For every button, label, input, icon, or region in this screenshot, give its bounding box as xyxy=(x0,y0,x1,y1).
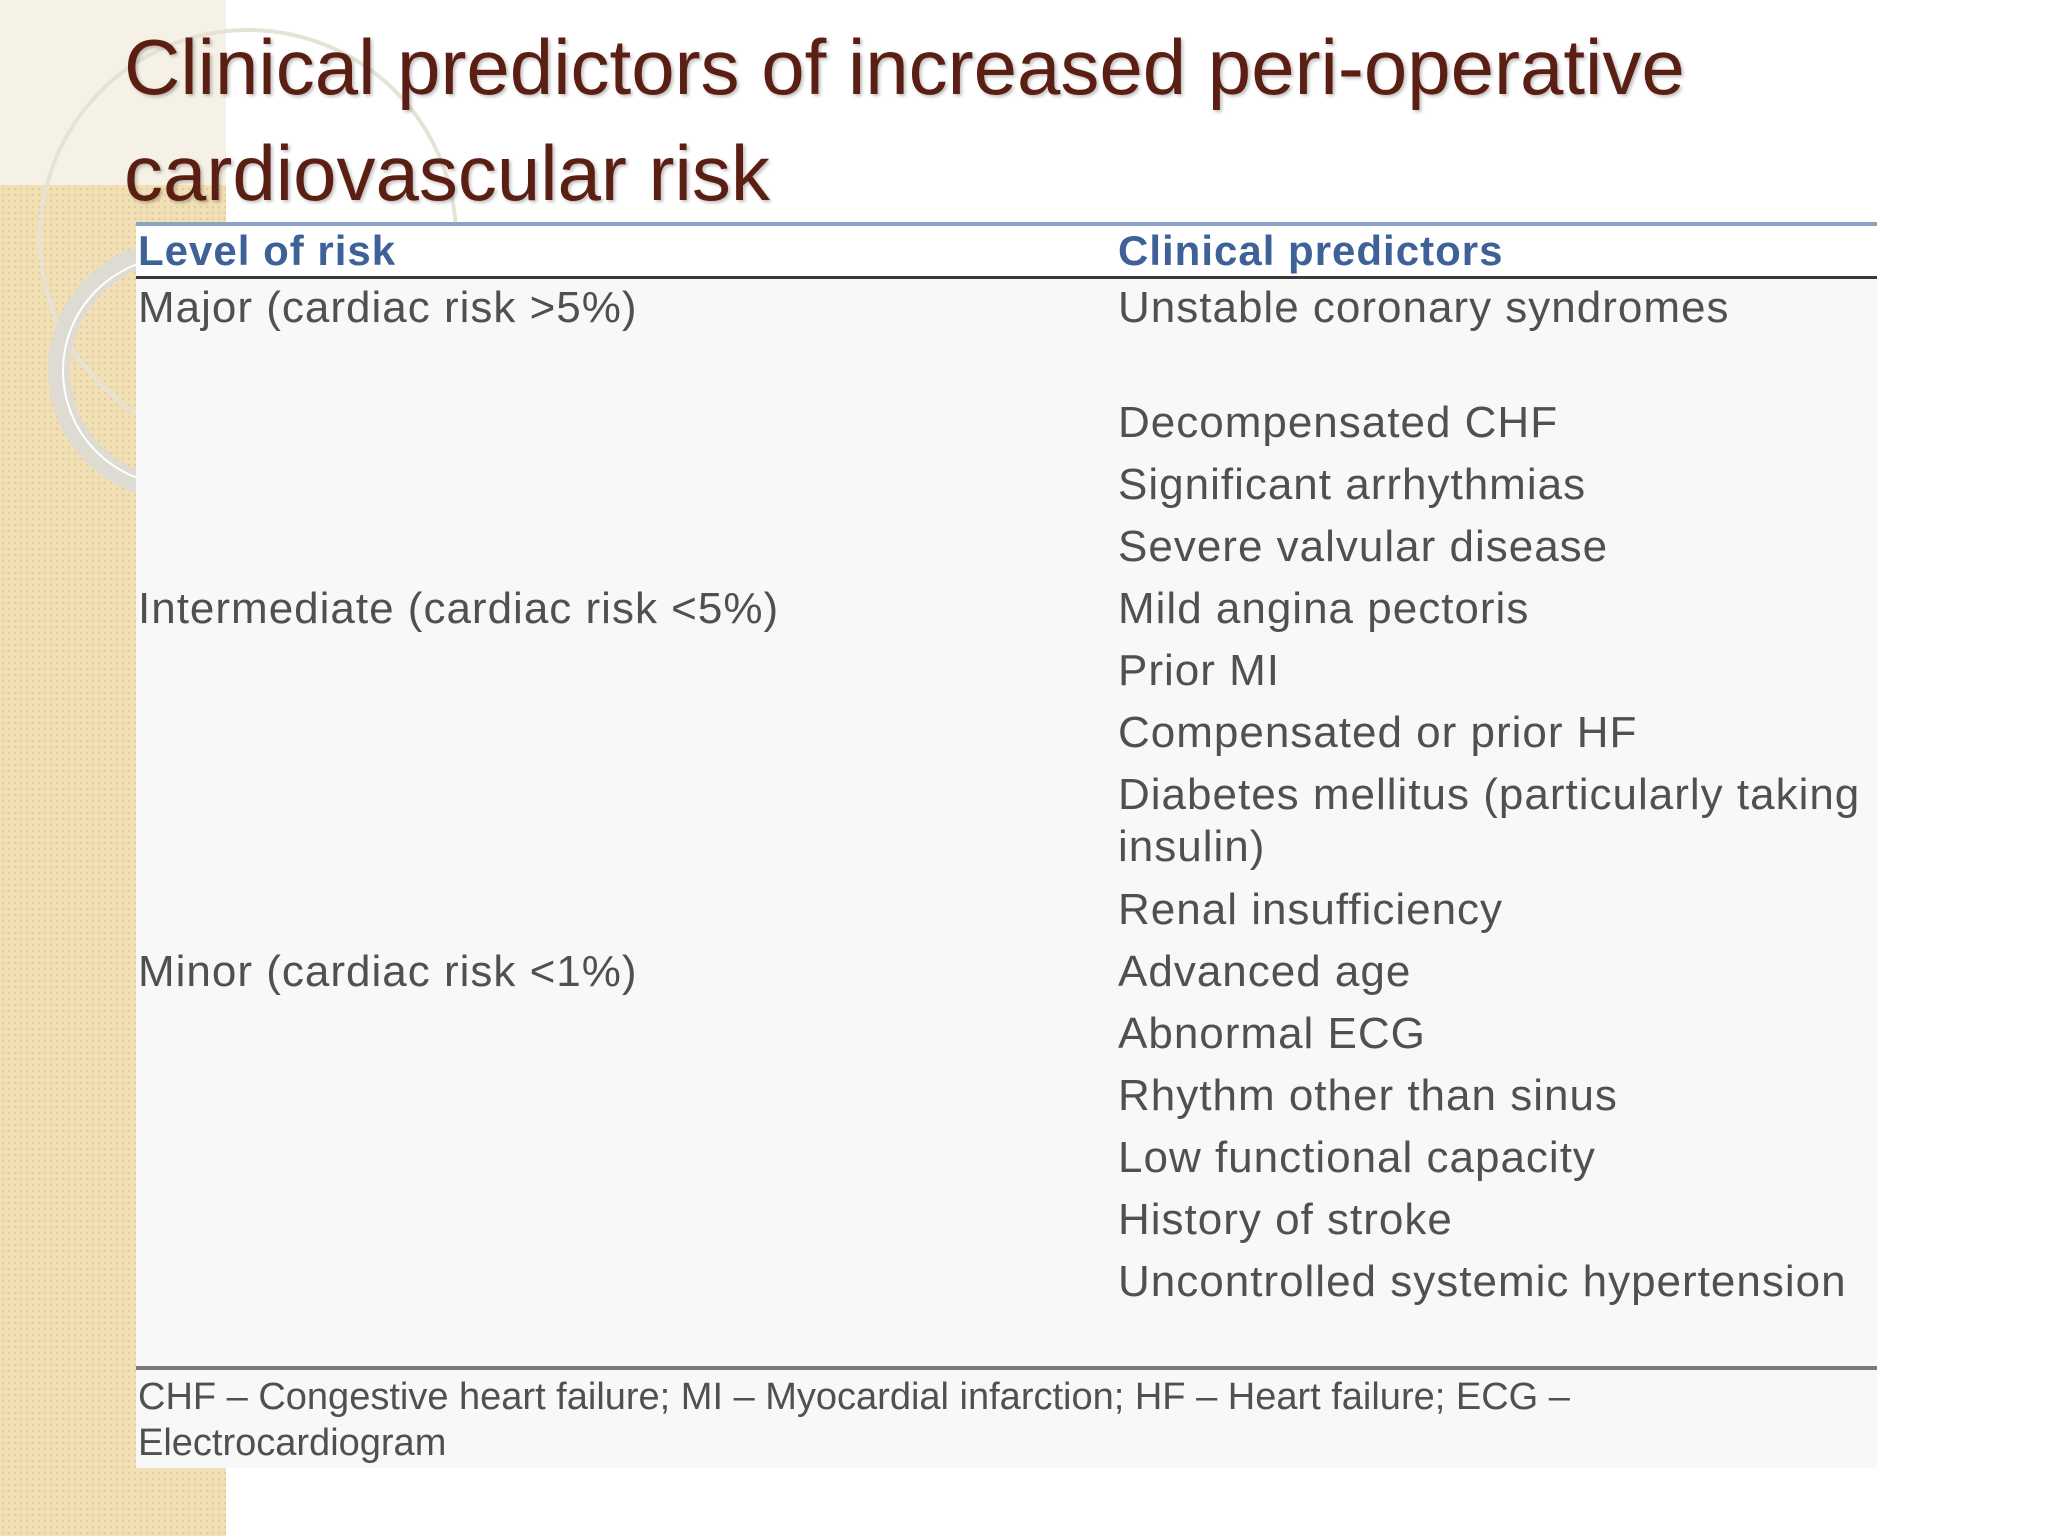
table-row: Rhythm other than sinus xyxy=(136,1070,1877,1132)
predictor-cell: Significant arrhythmias xyxy=(1118,460,1587,509)
table-row: Significant arrhythmias xyxy=(136,459,1877,521)
predictor-cell: Compensated or prior HF xyxy=(1118,708,1638,757)
table-row: Severe valvular disease xyxy=(136,521,1877,583)
predictor-cell: Decompensated CHF xyxy=(1118,398,1559,447)
risk-level-cell: Intermediate (cardiac risk <5%) xyxy=(138,584,780,633)
predictor-cell: Abnormal ECG xyxy=(1118,1009,1426,1058)
predictor-cell: Uncontrolled systemic hypertension xyxy=(1118,1257,1847,1306)
table-row: Abnormal ECG xyxy=(136,1008,1877,1070)
predictor-cell: Severe valvular disease xyxy=(1118,522,1609,571)
table-body: Major (cardiac risk >5%) Unstable corona… xyxy=(136,282,1877,1371)
predictor-cell: Rhythm other than sinus xyxy=(1118,1071,1618,1120)
table-row: Major (cardiac risk >5%) Unstable corona… xyxy=(136,282,1877,397)
predictor-cell: Mild angina pectoris xyxy=(1118,584,1530,633)
predictor-cell: Renal insufficiency xyxy=(1118,885,1504,934)
slide-title: Clinical predictors of increased peri-op… xyxy=(124,23,1685,217)
predictor-cell: Diabetes mellitus (particularly taking i… xyxy=(1118,770,1861,871)
table-bottom-rule xyxy=(136,1366,1877,1370)
predictor-cell: Low functional capacity xyxy=(1118,1133,1596,1182)
table-row: Low functional capacity xyxy=(136,1132,1877,1194)
table-top-rule xyxy=(136,222,1877,226)
predictor-cell: Advanced age xyxy=(1118,947,1412,996)
risk-level-cell: Minor (cardiac risk <1%) xyxy=(138,947,638,996)
table-row: Renal insufficiency xyxy=(136,884,1877,946)
table-header-row: Level of risk Clinical predictors xyxy=(136,226,1877,279)
risk-predictors-table: Level of risk Clinical predictors Major … xyxy=(136,222,1877,1468)
table-row: Uncontrolled systemic hypertension xyxy=(136,1256,1877,1371)
risk-level-cell: Major (cardiac risk >5%) xyxy=(138,283,638,332)
table-row: Decompensated CHF xyxy=(136,397,1877,459)
table-row: Diabetes mellitus (particularly taking i… xyxy=(136,769,1877,884)
table-row: Compensated or prior HF xyxy=(136,707,1877,769)
header-clinical-predictors: Clinical predictors xyxy=(1118,227,1504,274)
table-row: Intermediate (cardiac risk <5%) Mild ang… xyxy=(136,583,1877,645)
table-row: History of stroke xyxy=(136,1194,1877,1256)
header-level-of-risk: Level of risk xyxy=(138,227,397,274)
table-row: Minor (cardiac risk <1%) Advanced age xyxy=(136,946,1877,1008)
table-row: Prior MI xyxy=(136,645,1877,707)
predictor-cell: History of stroke xyxy=(1118,1195,1453,1244)
predictor-cell: Prior MI xyxy=(1118,646,1280,695)
predictor-cell: Unstable coronary syndromes xyxy=(1118,283,1730,332)
table-footnote: CHF – Congestive heart failure; MI – Myo… xyxy=(138,1376,1570,1464)
